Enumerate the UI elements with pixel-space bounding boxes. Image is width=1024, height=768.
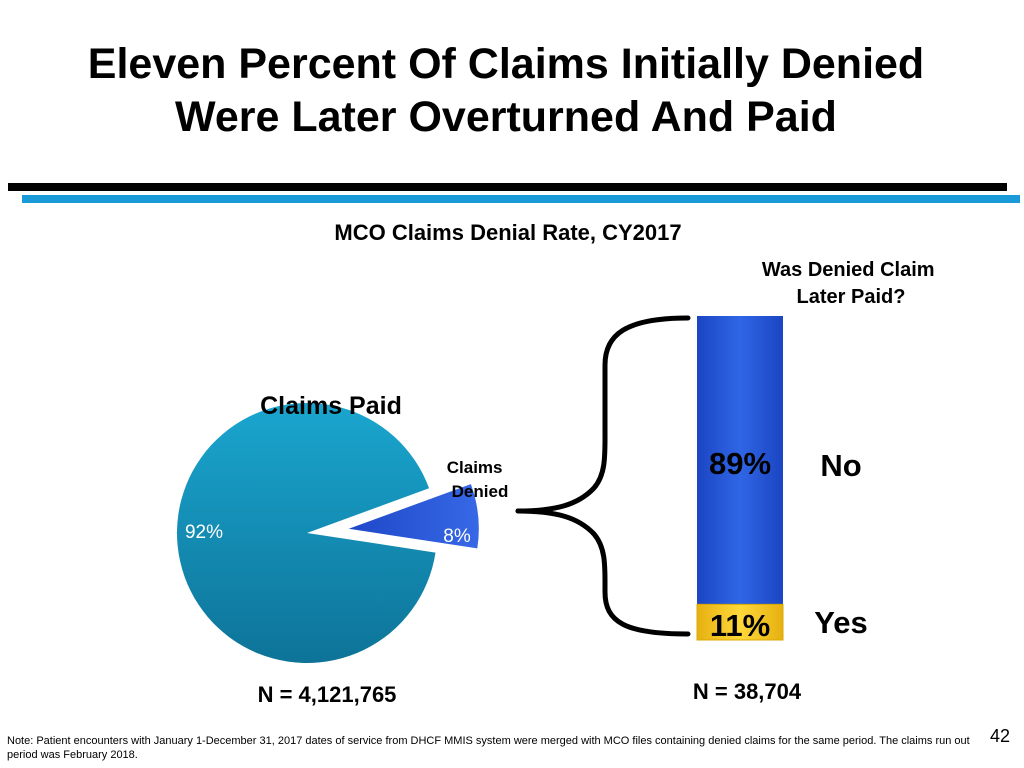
chart-title: MCO Claims Denial Rate, CY2017 bbox=[334, 220, 682, 245]
category-label-yes: Yes bbox=[814, 605, 867, 640]
bar-segment-yes bbox=[696, 603, 784, 641]
category-label-no: No bbox=[820, 448, 861, 483]
title-divider-black bbox=[8, 183, 1007, 191]
page-number: 42 bbox=[990, 726, 1011, 746]
data-label-no: 89% bbox=[709, 446, 771, 481]
bar-title-line-1: Was Denied Claim bbox=[762, 259, 935, 281]
pie-slice-claims-paid bbox=[176, 403, 436, 664]
title-divider-blue bbox=[22, 195, 1020, 203]
title-line-2: Were Later Overturned And Paid bbox=[175, 93, 837, 141]
n-label-pie: N = 4,121,765 bbox=[258, 682, 397, 707]
data-label-paid: 92% bbox=[185, 522, 223, 543]
slide-title: Eleven Percent Of Claims Initially Denie… bbox=[0, 38, 1012, 144]
bar-title-line-2: Later Paid? bbox=[797, 286, 906, 308]
brace-lower bbox=[515, 508, 691, 637]
pie-slice-claims-denied bbox=[348, 484, 479, 549]
title-line-1: Eleven Percent Of Claims Initially Denie… bbox=[87, 40, 925, 88]
brace-upper bbox=[515, 315, 691, 514]
legend-claims-paid: Claims Paid bbox=[260, 392, 402, 420]
data-label-denied: 8% bbox=[443, 526, 471, 547]
bar-title: Was Denied Claim Later Paid? bbox=[762, 259, 940, 308]
n-label-bar: N = 38,704 bbox=[693, 679, 802, 704]
bar-segment-no bbox=[697, 316, 783, 605]
data-label-yes: 11% bbox=[710, 608, 770, 643]
footnote: Note: Patient encounters with January 1-… bbox=[7, 735, 970, 761]
legend-claims-denied-line-2: Denied bbox=[452, 482, 509, 501]
legend-claims-denied: Claims Denied bbox=[447, 458, 509, 501]
legend-claims-denied-line-1: Claims bbox=[447, 458, 503, 477]
